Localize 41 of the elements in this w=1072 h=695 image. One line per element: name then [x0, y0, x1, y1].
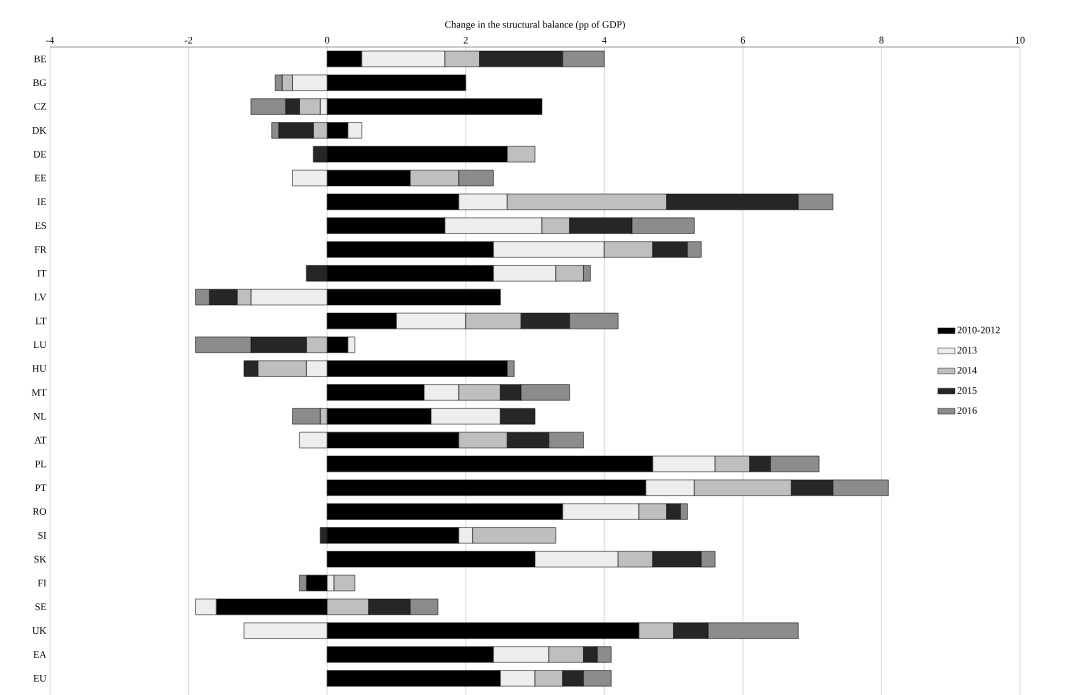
x-tick-label: 0 [325, 36, 330, 44]
legend-label: 2014 [957, 366, 977, 374]
legend-label: 2016 [957, 407, 977, 414]
y-tick-label: PT [35, 484, 47, 491]
x-tick-label: 6 [740, 36, 746, 44]
y-tick-label: IT [37, 270, 47, 277]
y-tick-label: EA [33, 651, 47, 658]
y-tick-label: FR [34, 246, 47, 253]
y-tick-label: DE [33, 150, 46, 158]
y-tick-label: SI [38, 532, 47, 539]
legend-label: 2013 [957, 346, 977, 354]
y-tick-label: MT [31, 389, 47, 396]
y-tick-label: SE [35, 603, 46, 611]
y-tick-label: CZ [34, 103, 46, 110]
x-tick-label: 2 [463, 36, 468, 44]
y-tick-label: RO [32, 508, 47, 515]
y-tick-label: NL [33, 413, 46, 420]
y-tick-label: IE [37, 198, 46, 206]
y-tick-label: HU [32, 365, 47, 372]
legend-label: 2015 [957, 387, 977, 394]
y-tick-label: AT [34, 436, 47, 444]
x-tick-label: 4 [601, 36, 607, 44]
y-tick-label: BG [32, 79, 47, 87]
legend-label: 2010-2012 [957, 326, 1000, 334]
y-tick-label: LT [35, 317, 47, 325]
y-tick-label: BE [34, 55, 46, 63]
x-tick-label: 10 [1015, 36, 1025, 44]
y-tick-label: ES [35, 222, 46, 230]
y-tick-label: LU [33, 341, 47, 349]
x-tick-label: 8 [879, 36, 884, 44]
x-tick-label: -2 [184, 36, 193, 44]
y-tick-label: FI [37, 579, 47, 587]
y-tick-label: EU [33, 675, 47, 682]
y-tick-label: UK [32, 627, 47, 634]
y-tick-label: DK [32, 127, 47, 134]
y-tick-label: EE [34, 174, 46, 182]
y-tick-label: PL [35, 460, 46, 468]
x-axis-title: Change in the structural balance (pp of GDP) [445, 20, 625, 30]
y-tick-label: LV [34, 293, 47, 301]
y-tick-label: SK [34, 555, 47, 563]
x-tick-label: -4 [46, 36, 54, 44]
